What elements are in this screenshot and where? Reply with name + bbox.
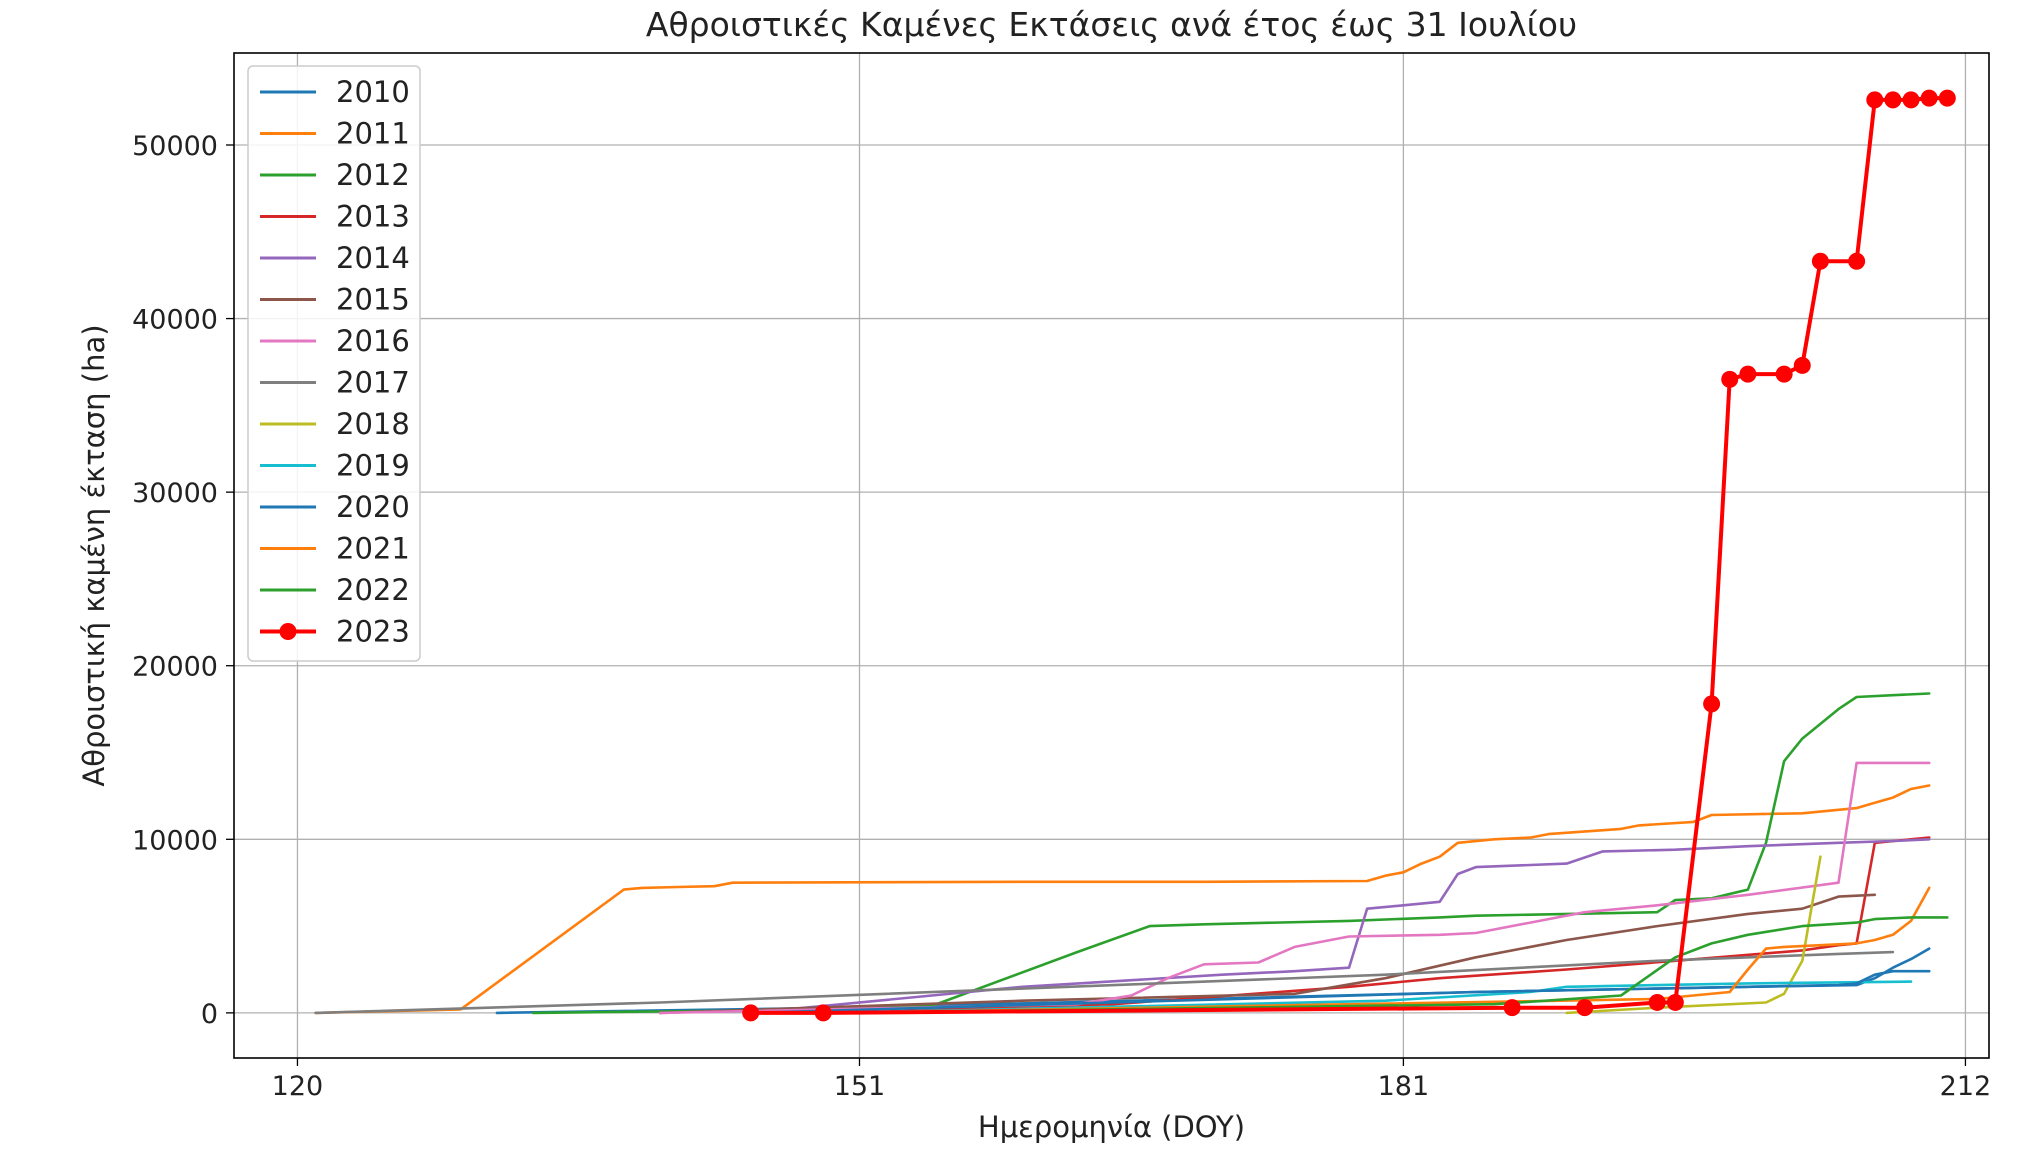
legend-label: 2021 <box>336 532 410 566</box>
series-line-2014 <box>749 837 1931 1015</box>
legend-item-2019: 2019 <box>260 449 410 483</box>
legend-label: 2014 <box>336 241 410 275</box>
legend-item-2018: 2018 <box>260 407 410 441</box>
data-point-2023 <box>1938 89 1956 107</box>
legend-item-2013: 2013 <box>260 200 410 234</box>
data-point-2023 <box>1866 91 1884 109</box>
legend-box <box>247 65 421 662</box>
grid-lines <box>234 53 1989 1058</box>
legend-item-2010: 2010 <box>260 75 410 109</box>
x-tick-label: 151 <box>834 1071 886 1102</box>
data-point-2023 <box>1576 999 1594 1017</box>
legend-label: 2023 <box>336 615 410 649</box>
x-tick-label: 212 <box>1940 1071 1992 1102</box>
y-tick-label: 10000 <box>132 825 218 856</box>
series-line-2017 <box>314 950 1895 1015</box>
chart-title: Αθροιστικές Καμένες Εκτάσεις ανά έτος έω… <box>646 5 1577 44</box>
x-tick-label: 120 <box>272 1071 324 1102</box>
data-point-2023 <box>1739 365 1757 383</box>
series-line-2020 <box>749 969 1931 1015</box>
legend-label: 2016 <box>336 324 410 358</box>
legend-marker <box>279 623 297 640</box>
legend-label: 2017 <box>336 366 410 400</box>
series-line-2018 <box>1565 855 1822 1015</box>
data-point-2023 <box>1884 91 1902 109</box>
data-point-2023 <box>1721 370 1739 388</box>
legend-item-2015: 2015 <box>260 283 410 317</box>
legend-label: 2012 <box>336 158 410 192</box>
series-line-2016 <box>658 761 1931 1015</box>
x-axis-label: Ημερομηνία (DOY) <box>978 1110 1245 1144</box>
data-point-2023 <box>1793 356 1811 374</box>
data-point-2023 <box>1811 252 1829 270</box>
legend-label: 2011 <box>336 117 410 151</box>
legend-item-2011: 2011 <box>260 117 410 151</box>
y-tick-label: 20000 <box>132 652 218 683</box>
series-line-2021 <box>840 886 1931 1015</box>
legend-item-2012: 2012 <box>260 158 410 192</box>
legend-label: 2022 <box>336 573 410 607</box>
data-point-2023 <box>1648 993 1666 1011</box>
data-point-2023 <box>1775 365 1793 383</box>
y-tick-label: 30000 <box>132 478 218 509</box>
legend-label: 2018 <box>336 407 410 441</box>
series-lines <box>314 89 1956 1022</box>
legend-item-2016: 2016 <box>260 324 410 358</box>
data-point-2023 <box>1666 993 1684 1011</box>
legend-item-2021: 2021 <box>260 532 410 566</box>
data-point-2023 <box>814 1004 832 1022</box>
y-axis-label: Αθροιστική καμένη έκταση (ha) <box>77 324 111 786</box>
x-tick-label: 181 <box>1378 1071 1430 1102</box>
plot-frame <box>233 52 1990 1059</box>
series-line-2022 <box>840 916 1949 1015</box>
legend-item-2023: 2023 <box>260 615 410 649</box>
legend-label: 2020 <box>336 490 410 524</box>
legend-item-2022: 2022 <box>260 573 410 607</box>
legend-label: 2019 <box>336 449 410 483</box>
data-point-2023 <box>1902 91 1920 109</box>
data-point-2023 <box>1848 252 1866 270</box>
y-tick-label: 40000 <box>132 305 218 336</box>
series-line-2011 <box>314 784 1931 1015</box>
legend-item-2020: 2020 <box>260 490 410 524</box>
data-point-2023 <box>1703 695 1721 713</box>
legend-label: 2013 <box>336 200 410 234</box>
series-line-2012 <box>531 692 1931 1015</box>
y-tick-label: 50000 <box>132 131 218 162</box>
legend-item-2017: 2017 <box>260 366 410 400</box>
y-tick-label: 0 <box>201 999 218 1030</box>
legend-label: 2010 <box>336 75 410 109</box>
data-point-2023 <box>742 1004 760 1022</box>
legend: 2010 2011 2012 2013 2014 2015 2016 2017 2018 2019… <box>247 65 421 662</box>
legend-item-2014: 2014 <box>260 241 410 275</box>
data-point-2023 <box>1503 999 1521 1017</box>
series-line-2015 <box>658 893 1877 1015</box>
axis-ticks: 120 151 181 212 0 10000 20000 30000 40000 50000 <box>132 131 1991 1102</box>
legend-label: 2015 <box>336 283 410 317</box>
data-point-2023 <box>1920 89 1938 107</box>
